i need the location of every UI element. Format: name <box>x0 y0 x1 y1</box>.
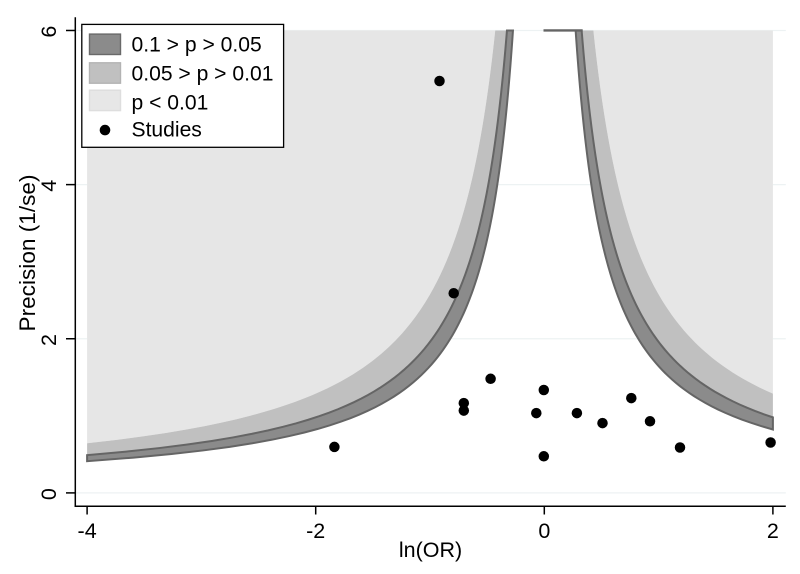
svg-text:0: 0 <box>37 488 61 500</box>
svg-text:0: 0 <box>538 519 550 543</box>
svg-text:Studies: Studies <box>132 119 202 142</box>
svg-text:0.1 > p > 0.05: 0.1 > p > 0.05 <box>132 34 262 57</box>
svg-text:2: 2 <box>37 334 61 346</box>
svg-text:6: 6 <box>37 26 61 38</box>
svg-text:-2: -2 <box>306 519 325 543</box>
svg-text:ln(OR): ln(OR) <box>399 538 462 562</box>
svg-text:-4: -4 <box>78 519 97 543</box>
svg-text:Precision (1/se): Precision (1/se) <box>15 175 40 332</box>
svg-text:0.05 > p > 0.01: 0.05 > p > 0.01 <box>132 63 274 86</box>
svg-text:2: 2 <box>767 519 779 543</box>
svg-text:4: 4 <box>37 180 61 192</box>
svg-text:p < 0.01: p < 0.01 <box>132 92 209 115</box>
